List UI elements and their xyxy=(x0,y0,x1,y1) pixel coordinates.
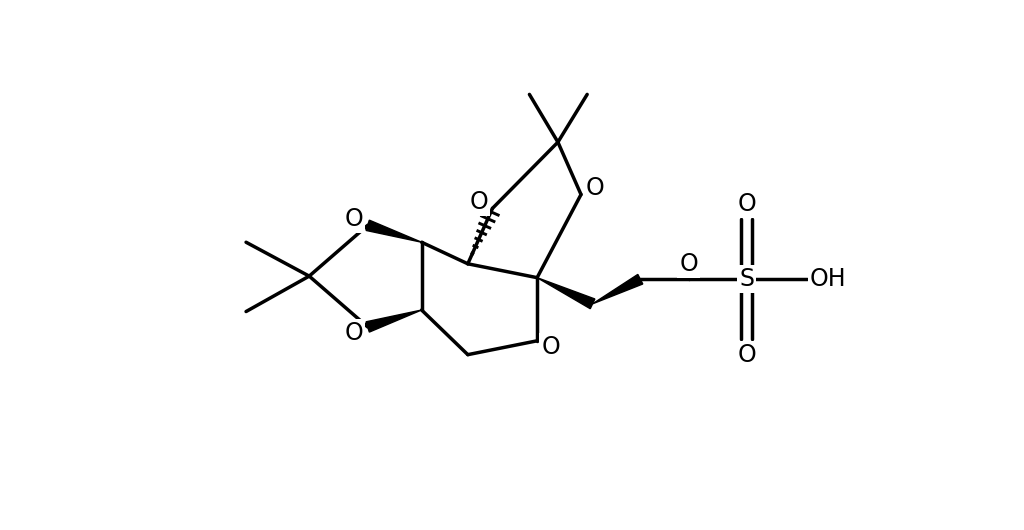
Text: O: O xyxy=(586,176,604,200)
Text: O: O xyxy=(344,321,364,345)
Text: O: O xyxy=(680,252,698,276)
Text: O: O xyxy=(344,207,364,231)
Polygon shape xyxy=(538,278,595,308)
Text: O: O xyxy=(737,343,756,367)
Polygon shape xyxy=(367,310,422,332)
Text: OH: OH xyxy=(810,267,847,291)
Polygon shape xyxy=(367,220,422,242)
Text: O: O xyxy=(469,190,488,214)
Polygon shape xyxy=(593,275,643,304)
Text: S: S xyxy=(739,267,754,291)
Text: O: O xyxy=(542,335,560,359)
Text: O: O xyxy=(737,192,756,216)
